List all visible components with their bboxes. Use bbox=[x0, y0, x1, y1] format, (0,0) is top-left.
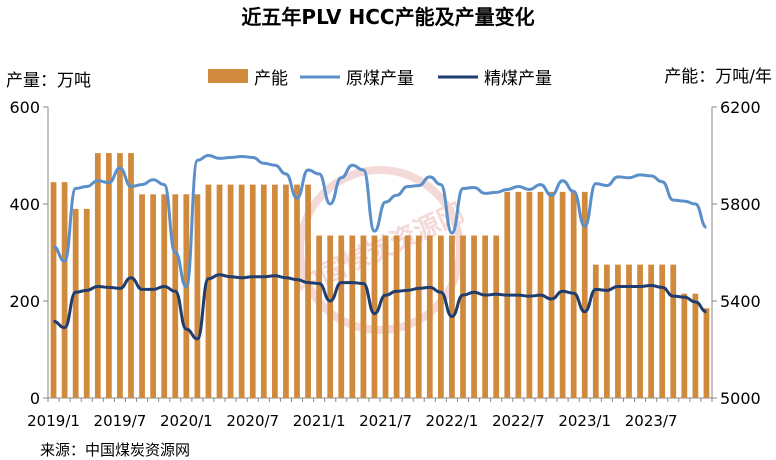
bar-capacity bbox=[570, 191, 577, 398]
bar-capacity bbox=[471, 235, 477, 398]
bar-capacity bbox=[249, 184, 256, 398]
x-tick-label: 2022/1 bbox=[426, 412, 479, 430]
y-right-tick-label: 6200 bbox=[720, 98, 761, 117]
x-tick-label: 2019/7 bbox=[94, 412, 147, 430]
bar-capacity bbox=[194, 194, 201, 398]
x-tick-label: 2023/7 bbox=[625, 412, 678, 430]
bar-capacity bbox=[61, 182, 68, 398]
bar-capacity bbox=[283, 184, 289, 398]
y-left-label: 产量：万吨 bbox=[6, 71, 91, 91]
bar-capacity bbox=[238, 184, 245, 398]
chart-title: 近五年PLV HCC产能及产量变化 bbox=[241, 5, 534, 29]
bar-capacity bbox=[72, 208, 79, 398]
bar-capacity bbox=[703, 308, 710, 398]
bar-capacity bbox=[105, 153, 112, 398]
bar-capacity bbox=[227, 184, 234, 398]
legend-label: 产能 bbox=[254, 69, 288, 89]
bar-capacity bbox=[581, 191, 588, 398]
x-tick-label: 2023/1 bbox=[558, 412, 611, 430]
line-clean-coal bbox=[53, 273, 707, 341]
bar-capacity bbox=[437, 235, 444, 398]
bar-capacity bbox=[670, 264, 677, 398]
bar-capacity bbox=[316, 235, 323, 398]
bar-capacity bbox=[183, 194, 190, 398]
bar-capacity bbox=[681, 293, 688, 398]
ticks: 0 200 400 600 5000 5400 5800 6200 2019/1 2019/7 20… bbox=[9, 98, 760, 430]
bar-capacity bbox=[349, 235, 356, 398]
bar-capacity bbox=[216, 184, 223, 398]
bar-capacity bbox=[371, 235, 378, 398]
legend-label: 精煤产量 bbox=[484, 69, 552, 89]
bar-capacity bbox=[626, 264, 632, 398]
x-tick-label: 2021/1 bbox=[293, 412, 346, 430]
legend-swatch-capacity bbox=[208, 69, 248, 83]
bar-capacity bbox=[94, 153, 101, 398]
source-note: 来源：中国煤炭资源网 bbox=[40, 441, 190, 459]
y-right-tick-label: 5800 bbox=[720, 195, 761, 214]
bar-capacity bbox=[150, 194, 157, 398]
bar-capacity bbox=[338, 235, 345, 398]
bar-capacity bbox=[426, 235, 433, 398]
x-tick-label: 2019/1 bbox=[27, 412, 80, 430]
y-right-tick-label: 5000 bbox=[720, 389, 761, 408]
y-left-tick-label: 200 bbox=[9, 292, 40, 311]
bar-capacity bbox=[548, 191, 555, 398]
bar-capacity bbox=[648, 264, 655, 398]
bar-capacity bbox=[393, 235, 400, 398]
bar-capacity bbox=[637, 264, 643, 398]
bar-capacity bbox=[360, 235, 367, 398]
bar-capacity bbox=[482, 235, 489, 398]
bar-capacity bbox=[205, 184, 212, 398]
bar-capacity bbox=[271, 184, 278, 398]
y-right-tick-label: 5400 bbox=[720, 292, 761, 311]
bar-capacity bbox=[139, 194, 145, 398]
bar-capacity bbox=[327, 235, 334, 398]
x-tick-label: 2020/1 bbox=[160, 412, 213, 430]
bar-capacity bbox=[559, 191, 566, 398]
x-tick-label: 2021/7 bbox=[359, 412, 412, 430]
bar-capacity bbox=[382, 235, 389, 398]
bar-capacity bbox=[294, 184, 300, 398]
bar-capacity bbox=[260, 184, 267, 398]
bar-capacity bbox=[128, 153, 134, 398]
x-tick-label: 2022/7 bbox=[492, 412, 545, 430]
lines bbox=[53, 154, 708, 341]
bar-capacity bbox=[615, 264, 621, 398]
bar-capacity bbox=[692, 293, 699, 398]
y-left-tick-label: 0 bbox=[30, 389, 40, 408]
bar-capacity bbox=[83, 208, 90, 398]
bar-capacity bbox=[659, 264, 666, 398]
bar-capacity bbox=[603, 264, 610, 398]
bar-capacity bbox=[415, 235, 422, 398]
line-raw-coal bbox=[53, 154, 708, 289]
x-tick-label: 2020/7 bbox=[226, 412, 279, 430]
bar-capacity bbox=[161, 194, 168, 398]
bar-capacity bbox=[117, 153, 123, 398]
y-left-tick-label: 400 bbox=[9, 195, 40, 214]
bar-capacity bbox=[592, 264, 599, 398]
legend: 产能 原煤产量 精煤产量 bbox=[208, 69, 552, 89]
bar-capacity bbox=[404, 235, 411, 398]
watermark-logo bbox=[296, 166, 464, 334]
bar-capacity bbox=[460, 235, 466, 398]
bar-capacity bbox=[305, 184, 311, 398]
y-right-label: 产能：万吨/年 bbox=[664, 67, 772, 87]
bar-capacity bbox=[172, 194, 179, 398]
legend-label: 原煤产量 bbox=[346, 69, 414, 89]
bar-capacity bbox=[50, 182, 57, 398]
bar-capacity bbox=[493, 235, 500, 398]
y-left-tick-label: 600 bbox=[9, 98, 40, 117]
